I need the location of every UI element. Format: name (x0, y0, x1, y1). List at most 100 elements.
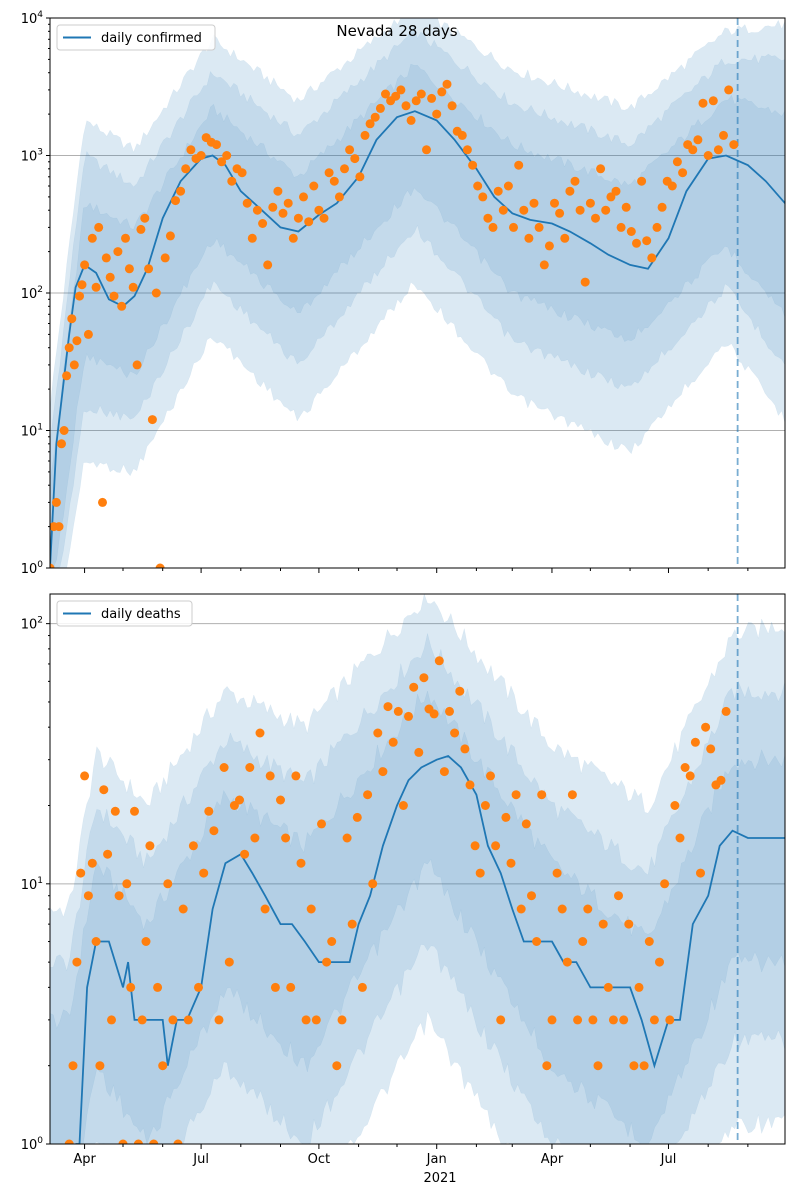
data-point (524, 233, 534, 243)
data-point (647, 253, 657, 263)
uncertainty-band (50, 27, 785, 568)
data-point (355, 172, 365, 182)
data-point (64, 343, 74, 353)
x-tick-label: Jul (660, 1152, 677, 1167)
data-point (240, 849, 250, 859)
data-point (332, 1061, 342, 1071)
data-point (501, 812, 511, 822)
data-point (680, 763, 690, 772)
data-point (245, 763, 255, 772)
data-point (690, 737, 700, 747)
data-point (51, 497, 61, 507)
y-tick-label: 103 (21, 148, 43, 165)
data-point (329, 176, 339, 186)
data-point (416, 89, 426, 99)
data-point (437, 87, 447, 97)
data-point (151, 288, 161, 298)
data-point (619, 1015, 629, 1025)
data-point (124, 264, 134, 274)
data-point (483, 213, 493, 223)
data-point (270, 982, 280, 992)
data-point (309, 181, 319, 191)
data-point (598, 919, 608, 929)
data-point (601, 205, 611, 215)
data-point (98, 497, 107, 507)
figure-title: Nevada 28 days (336, 22, 457, 40)
data-point (176, 186, 186, 196)
data-point (514, 160, 524, 170)
data-point (429, 709, 439, 719)
data-point (283, 198, 293, 208)
data-point (163, 879, 173, 889)
data-point (296, 858, 306, 868)
data-point (87, 858, 97, 868)
data-point (165, 231, 175, 241)
y-tick-label: 104 (21, 10, 44, 27)
data-point (624, 919, 634, 929)
data-point (375, 103, 385, 113)
data-point (76, 868, 86, 878)
data-point (235, 795, 244, 805)
y-tick-label: 101 (21, 876, 43, 893)
data-point (539, 260, 549, 270)
data-point (473, 181, 483, 191)
data-point (126, 982, 136, 992)
confirmed-y-axis: 100 101 102 103 104 (21, 10, 50, 577)
data-point (265, 771, 275, 781)
data-point (304, 217, 314, 227)
data-point (350, 154, 360, 164)
data-point (107, 1015, 116, 1025)
data-point (95, 1061, 105, 1071)
data-point (678, 168, 688, 178)
data-point (565, 186, 575, 196)
data-point (532, 937, 542, 946)
deaths-y-axis: 100 101 102 (21, 616, 50, 1153)
data-point (87, 233, 97, 243)
data-point (247, 233, 257, 243)
data-point (113, 247, 123, 257)
data-point (570, 176, 580, 186)
data-point (404, 711, 413, 721)
data-point (299, 192, 308, 202)
data-point (276, 795, 285, 805)
data-point (91, 937, 101, 946)
data-point (439, 767, 449, 777)
data-point (324, 168, 334, 178)
data-point (155, 563, 165, 568)
data-point (455, 686, 465, 696)
data-point (698, 98, 708, 108)
data-point (242, 198, 252, 208)
data-point (83, 329, 93, 339)
legend-box (56, 600, 193, 627)
data-point (72, 336, 82, 346)
data-point (488, 222, 498, 232)
data-point (555, 208, 565, 218)
confirmed-legend: daily confirmed (56, 24, 216, 51)
data-point (585, 198, 595, 208)
data-point (373, 728, 383, 738)
data-point (137, 1015, 147, 1025)
data-point (311, 1015, 321, 1025)
data-point (608, 1015, 618, 1025)
data-point (381, 89, 390, 99)
data-point (409, 682, 419, 692)
data-point (557, 904, 567, 914)
data-point (250, 833, 260, 843)
y-tick-label: 102 (21, 285, 43, 302)
data-point (542, 1061, 552, 1071)
deaths-observed-points (64, 656, 731, 1144)
data-point (217, 157, 227, 167)
data-point (652, 222, 662, 232)
data-point (588, 1015, 598, 1025)
data-point (306, 904, 316, 914)
data-point (427, 93, 437, 103)
data-point (363, 790, 373, 800)
data-point (103, 849, 113, 859)
data-point (696, 868, 705, 878)
data-point (672, 157, 682, 167)
data-point (77, 280, 87, 290)
data-point (224, 957, 234, 967)
data-point (529, 198, 539, 208)
data-point (105, 272, 115, 282)
